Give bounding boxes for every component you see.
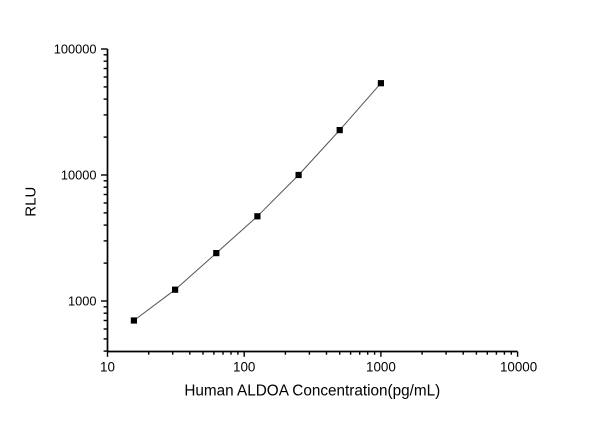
svg-text:Human ALDOA Concentration(pg/m: Human ALDOA Concentration(pg/mL) xyxy=(184,382,440,399)
svg-text:1000: 1000 xyxy=(366,359,396,374)
svg-text:10: 10 xyxy=(100,359,115,374)
svg-text:100000: 100000 xyxy=(54,42,97,57)
svg-text:10000: 10000 xyxy=(500,359,537,374)
svg-text:RLU: RLU xyxy=(23,187,40,217)
svg-text:10000: 10000 xyxy=(61,168,97,183)
svg-text:100: 100 xyxy=(233,359,255,374)
svg-text:1000: 1000 xyxy=(68,294,96,309)
